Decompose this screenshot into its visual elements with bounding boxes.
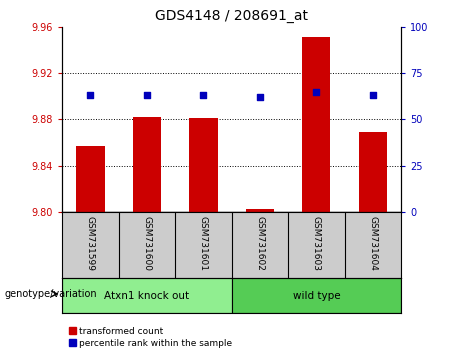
- Bar: [359, 132, 387, 212]
- Bar: [77, 146, 105, 212]
- Text: GSM731599: GSM731599: [86, 216, 95, 271]
- Bar: [302, 37, 331, 212]
- Bar: [133, 117, 161, 212]
- Text: wild type: wild type: [293, 291, 340, 301]
- Bar: [231, 278, 401, 313]
- Title: GDS4148 / 208691_at: GDS4148 / 208691_at: [155, 9, 308, 23]
- Bar: [246, 209, 274, 212]
- Text: GSM731600: GSM731600: [142, 216, 152, 271]
- Text: GSM731603: GSM731603: [312, 216, 321, 271]
- Bar: [189, 118, 218, 212]
- Bar: [62, 278, 231, 313]
- Text: GSM731604: GSM731604: [368, 216, 378, 270]
- Text: Atxn1 knock out: Atxn1 knock out: [104, 291, 189, 301]
- Point: [143, 92, 151, 98]
- Point: [369, 92, 377, 98]
- Text: GSM731601: GSM731601: [199, 216, 208, 271]
- Text: GSM731602: GSM731602: [255, 216, 265, 270]
- Point: [313, 89, 320, 95]
- Point: [200, 92, 207, 98]
- Point: [87, 92, 94, 98]
- Text: genotype/variation: genotype/variation: [5, 289, 97, 299]
- Point: [256, 95, 264, 100]
- Legend: transformed count, percentile rank within the sample: transformed count, percentile rank withi…: [67, 325, 234, 349]
